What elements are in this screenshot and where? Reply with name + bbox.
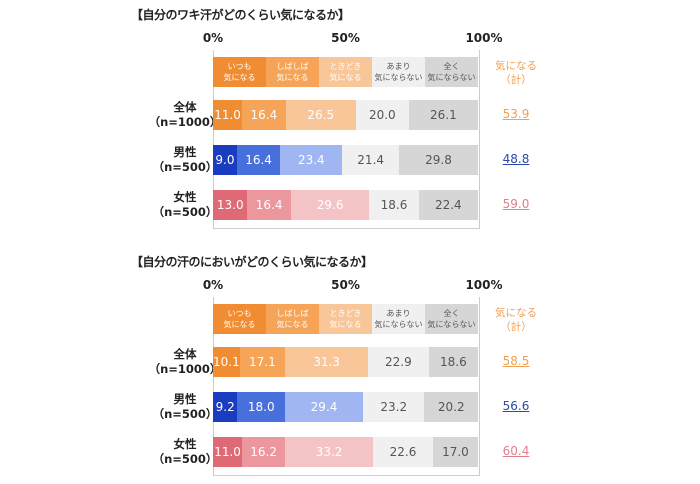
x-tick-label: 50%: [331, 278, 360, 292]
x-tick-label: 100%: [465, 278, 503, 292]
legend-item: しばしば 気になる: [266, 57, 319, 87]
bar-segment: 26.1: [408, 100, 478, 130]
bar-segment: 23.4: [280, 145, 343, 175]
bar-segment: 29.6: [290, 190, 370, 220]
legend-item: ときどき 気になる: [319, 304, 372, 334]
bar-segment: 9.0: [213, 145, 237, 175]
x-tick-label: 50%: [331, 31, 360, 45]
total-value: 59.0: [502, 197, 530, 211]
x-tick-label: 0%: [202, 278, 224, 292]
total-value: 60.4: [502, 444, 530, 458]
bar-segment: 22.9: [368, 347, 429, 377]
bar-segment: 18.0: [237, 392, 286, 422]
plot-frame: [213, 297, 480, 476]
bar-segment: 17.1: [239, 347, 286, 377]
bar-segment: 18.6: [428, 347, 478, 377]
bar-segment: 31.3: [285, 347, 369, 377]
bar-segment: 18.6: [369, 190, 419, 220]
bar-segment: 29.8: [399, 145, 478, 175]
legend-item: あまり 気にならない: [372, 304, 425, 334]
bar-segment: 9.2: [213, 392, 238, 422]
legend-item: しばしば 気になる: [266, 304, 319, 334]
chart-title: 【自分のワキ汗がどのくらい気になるか】: [131, 8, 350, 22]
bar-segment: 13.0: [213, 190, 248, 220]
bar-segment: 26.5: [285, 100, 356, 130]
legend-item: いつも 気になる: [213, 57, 266, 87]
total-header: 気になる （計）: [495, 307, 537, 333]
bar-segment: 33.2: [285, 437, 374, 467]
bar-segment: 16.4: [247, 190, 291, 220]
bar-segment: 11.0: [213, 100, 243, 130]
row-label: 女性 （n=500）: [152, 437, 218, 466]
bar-segment: 16.4: [236, 145, 281, 175]
legend-item: 全く 気にならない: [425, 57, 478, 87]
bar-segment: 22.4: [418, 190, 478, 220]
total-value: 48.8: [502, 152, 530, 166]
bar-segment: 10.1: [213, 347, 240, 377]
total-header: 気になる （計）: [495, 60, 537, 86]
row-label: 全体 （n=1000）: [148, 347, 222, 376]
bar-segment: 29.4: [285, 392, 363, 422]
plot-frame: [213, 50, 480, 229]
bar-segment: 11.0: [213, 437, 243, 467]
bar-segment: 20.2: [424, 392, 478, 422]
bar-segment: 17.0: [432, 437, 478, 467]
x-tick-label: 100%: [465, 31, 503, 45]
row-label: 男性 （n=500）: [152, 392, 218, 421]
legend-item: ときどき 気になる: [319, 57, 372, 87]
total-value: 56.6: [502, 399, 530, 413]
row-label: 女性 （n=500）: [152, 190, 218, 219]
row-label: 男性 （n=500）: [152, 145, 218, 174]
bar-segment: 20.0: [355, 100, 409, 130]
bar-segment: 21.4: [342, 145, 400, 175]
total-value: 58.5: [502, 354, 530, 368]
bar-segment: 23.2: [362, 392, 425, 422]
bar-segment: 16.4: [242, 100, 286, 130]
x-tick-label: 0%: [202, 31, 224, 45]
row-label: 全体 （n=1000）: [148, 100, 222, 129]
legend-item: いつも 気になる: [213, 304, 266, 334]
legend-item: あまり 気にならない: [372, 57, 425, 87]
bar-segment: 16.2: [242, 437, 286, 467]
chart-title: 【自分の汗のにおいがどのくらい気になるか】: [131, 255, 373, 269]
total-value: 53.9: [502, 107, 530, 121]
legend-item: 全く 気にならない: [425, 304, 478, 334]
bar-segment: 22.6: [373, 437, 433, 467]
